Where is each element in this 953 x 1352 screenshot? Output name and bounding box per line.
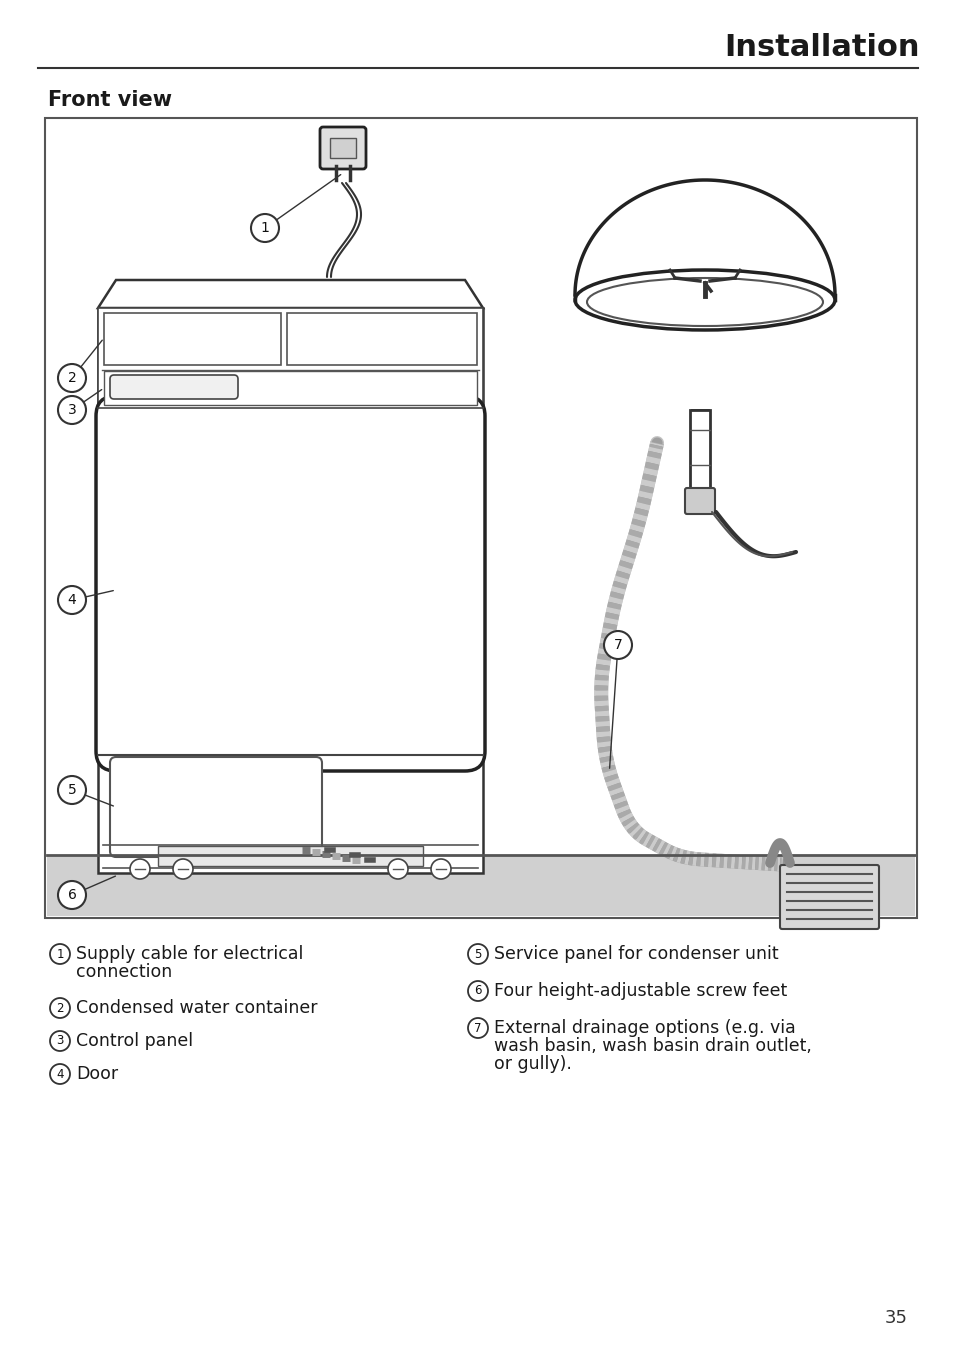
Text: connection: connection [76,963,172,982]
Circle shape [603,631,631,658]
Text: Front view: Front view [48,91,172,110]
Text: 5: 5 [68,783,76,796]
Ellipse shape [575,270,834,330]
Circle shape [388,859,408,879]
Circle shape [50,1064,70,1084]
Text: External drainage options (e.g. via: External drainage options (e.g. via [494,1019,795,1037]
Polygon shape [575,180,834,295]
Text: 4: 4 [56,1068,64,1080]
FancyBboxPatch shape [684,488,714,514]
Text: Four height-adjustable screw feet: Four height-adjustable screw feet [494,982,786,1000]
Bar [98,308,482,873]
Bar [98,308,482,408]
Circle shape [50,1032,70,1051]
Circle shape [58,585,86,614]
Bar [104,370,476,406]
Text: 6: 6 [68,888,76,902]
Circle shape [468,944,488,964]
Bar [689,410,709,489]
Text: 35: 35 [884,1309,907,1328]
Text: 7: 7 [613,638,621,652]
Bar [287,314,476,365]
Text: 3: 3 [68,403,76,416]
Text: 4: 4 [68,594,76,607]
FancyBboxPatch shape [319,127,366,169]
FancyBboxPatch shape [96,396,484,771]
Bar [330,138,355,158]
Text: 1: 1 [260,220,269,235]
Text: Supply cable for electrical: Supply cable for electrical [76,945,303,963]
Text: 2: 2 [68,370,76,385]
Text: wash basin, wash basin drain outlet,: wash basin, wash basin drain outlet, [494,1037,811,1055]
Text: Control panel: Control panel [76,1032,193,1051]
Text: Service panel for condenser unit: Service panel for condenser unit [494,945,778,963]
Text: 7: 7 [474,1022,481,1034]
Circle shape [58,776,86,804]
Text: Installation: Installation [723,34,919,62]
Circle shape [431,859,451,879]
Text: 3: 3 [56,1034,64,1048]
Bar [158,846,422,867]
Text: or gully).: or gully). [494,1055,571,1073]
Bar [45,118,916,918]
Text: Door: Door [76,1065,118,1083]
Circle shape [468,1018,488,1038]
FancyBboxPatch shape [780,865,878,929]
Text: Condensed water container: Condensed water container [76,999,317,1017]
Text: 2: 2 [56,1002,64,1014]
Circle shape [58,396,86,425]
Text: 5: 5 [474,948,481,960]
Text: 1: 1 [56,948,64,960]
Text: 6: 6 [474,984,481,998]
Circle shape [130,859,150,879]
Circle shape [50,998,70,1018]
FancyBboxPatch shape [110,757,322,857]
Circle shape [468,982,488,1000]
Polygon shape [98,280,482,308]
Bar [47,854,914,917]
Circle shape [251,214,278,242]
Bar [104,314,281,365]
Circle shape [58,364,86,392]
Circle shape [172,859,193,879]
FancyBboxPatch shape [110,375,237,399]
Circle shape [50,944,70,964]
Circle shape [58,882,86,909]
